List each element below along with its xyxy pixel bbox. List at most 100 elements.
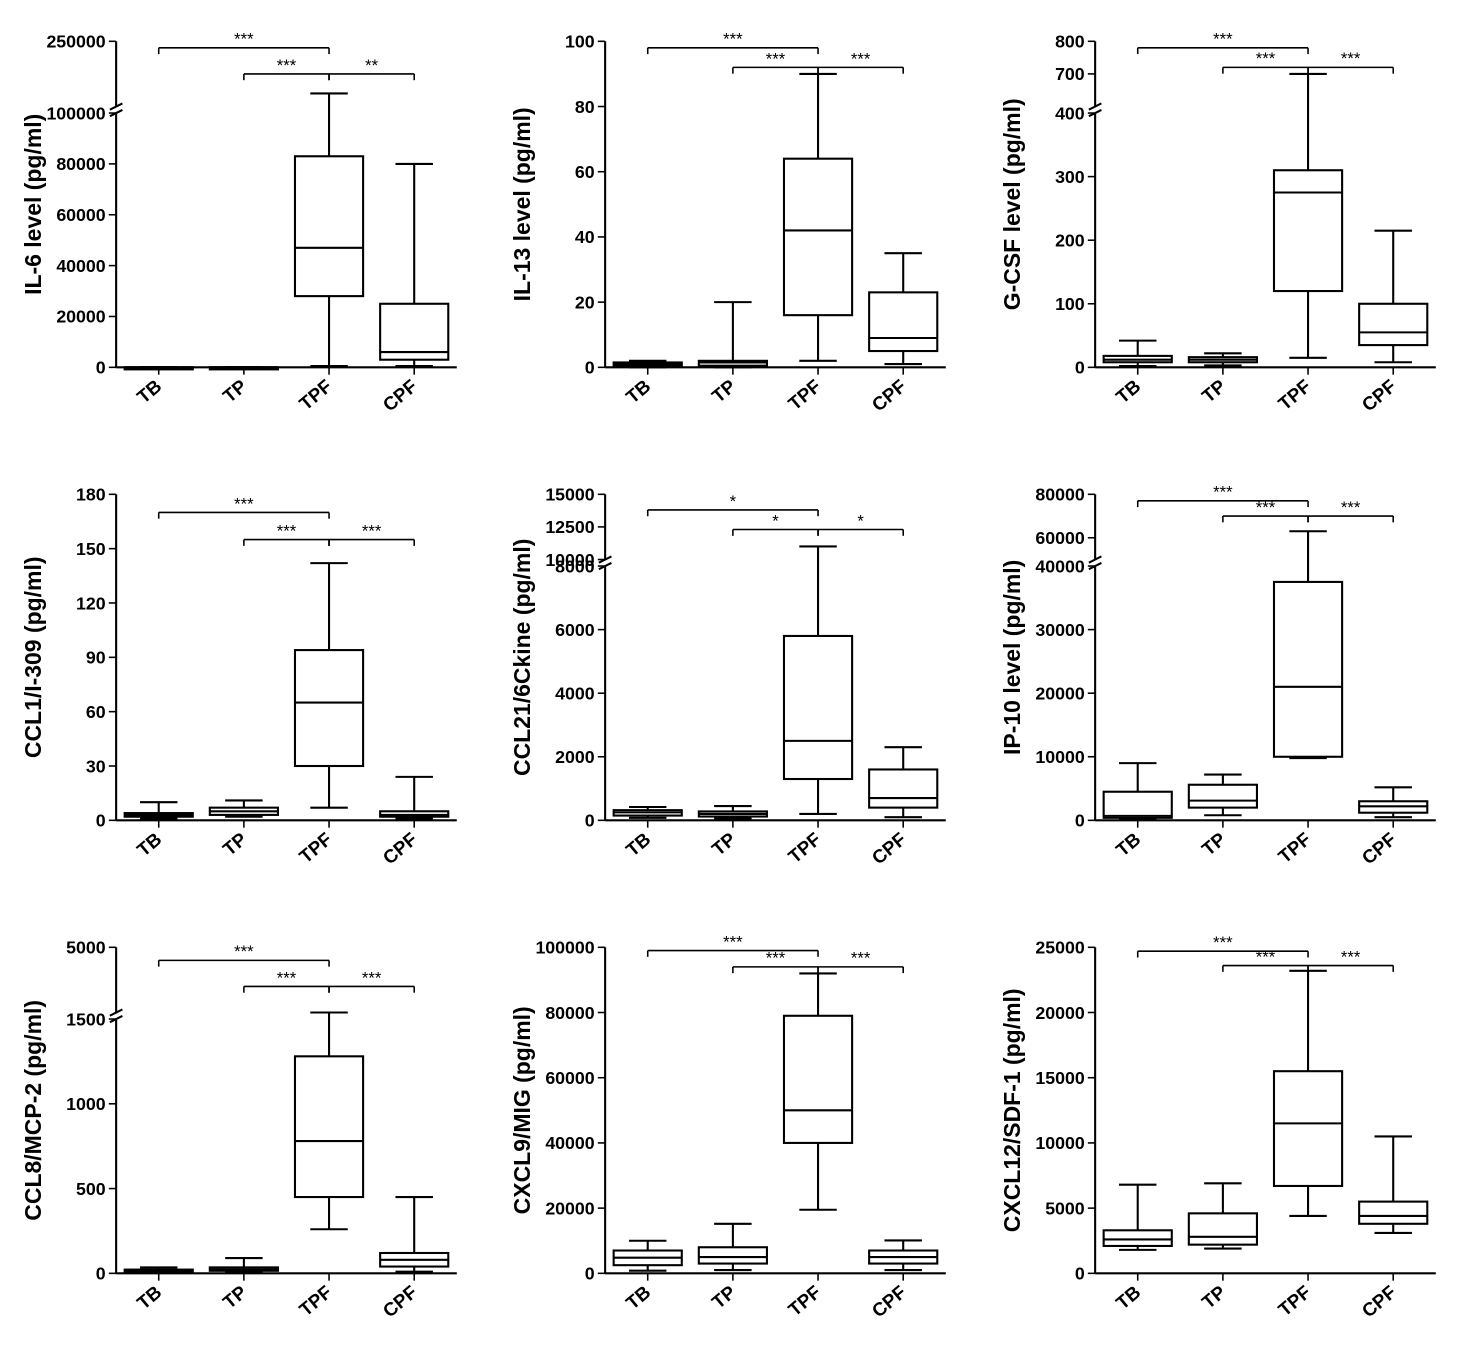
significance-bracket: *** (818, 49, 903, 73)
significance-label: *** (851, 49, 871, 68)
y-tick-label: 10000 (546, 550, 595, 570)
significance-bracket: *** (733, 49, 818, 73)
y-tick-label: 60 (575, 162, 595, 182)
y-tick-label: 4000 (556, 683, 596, 703)
y-tick-label: 40000 (56, 256, 105, 276)
significance-bracket: ** (329, 56, 414, 80)
x-tick-label: TB (622, 828, 655, 860)
y-tick-label: 150 (76, 539, 106, 559)
significance-label: *** (362, 521, 382, 540)
y-tick-label: 1000 (66, 1094, 106, 1114)
box (380, 1197, 448, 1272)
x-tick-label: TPF (1274, 375, 1315, 414)
y-tick-label: 12500 (546, 517, 595, 537)
panel: 0100002000030000400006000080000IP-10 lev… (999, 473, 1448, 896)
significance-label: *** (766, 949, 786, 968)
x-tick-label: TP (708, 1281, 740, 1313)
y-tick-label: 20 (575, 292, 595, 312)
panel-cxcl9: 020000400006000080000100000CXCL9/MIG (pg… (509, 926, 958, 1349)
panel: 0306090120150180CCL1/I-309 (pg/ml)TBTPTP… (20, 473, 469, 896)
y-tick-label: 100 (1055, 294, 1085, 314)
y-tick-label: 200 (1055, 230, 1085, 250)
box (784, 973, 852, 1209)
y-tick-label: 80000 (1035, 485, 1084, 505)
panel-cxcl12: 0500010000150002000025000CXCL12/SDF-1 (p… (999, 926, 1448, 1349)
box (1188, 775, 1256, 816)
significance-label: *** (234, 942, 254, 961)
significance-label: *** (1213, 483, 1233, 502)
significance-label: *** (1255, 947, 1275, 966)
x-tick-label: TB (622, 375, 655, 407)
x-tick-label: TPF (1274, 1281, 1315, 1320)
box (869, 253, 937, 364)
x-tick-label: CPF (1357, 375, 1399, 415)
x-tick-label: TP (1197, 375, 1229, 407)
y-tick-label: 100000 (46, 103, 105, 123)
box (125, 367, 193, 369)
significance-bracket: * (648, 492, 818, 516)
significance-bracket: *** (244, 56, 329, 80)
y-tick-label: 120 (76, 593, 106, 613)
y-tick-label: 250000 (46, 32, 105, 52)
x-tick-label: CPF (379, 375, 421, 415)
x-tick-label: TB (1111, 828, 1144, 860)
box (1188, 353, 1256, 365)
significance-label: * (773, 511, 780, 530)
x-tick-label: TB (133, 375, 166, 407)
box (1103, 763, 1171, 819)
x-tick-label: TB (622, 1281, 655, 1313)
x-tick-label: TP (219, 375, 251, 407)
box (1359, 1136, 1427, 1233)
x-tick-label: TP (708, 828, 740, 860)
y-tick-label: 30 (86, 756, 106, 776)
y-tick-label: 700 (1055, 64, 1085, 84)
y-tick-label: 10000 (1035, 1133, 1084, 1153)
box (295, 93, 363, 366)
x-tick-label: TPF (784, 375, 825, 414)
box (1103, 341, 1171, 366)
y-tick-label: 180 (76, 485, 106, 505)
box (699, 806, 767, 818)
x-tick-label: CPF (379, 1281, 421, 1321)
x-tick-label: TPF (1274, 828, 1315, 867)
y-tick-label: 60000 (546, 1068, 595, 1088)
y-tick-label: 40000 (546, 1133, 595, 1153)
y-tick-label: 90 (86, 648, 106, 668)
axes (1089, 494, 1436, 820)
y-tick-label: 25000 (1035, 938, 1084, 958)
significance-label: *** (766, 49, 786, 68)
axes (110, 947, 457, 1273)
y-tick-label: 2000 (556, 747, 596, 767)
x-tick-label: CPF (1357, 828, 1399, 868)
x-tick-label: TP (1197, 1281, 1229, 1313)
significance-bracket: *** (648, 932, 818, 956)
y-tick-label: 0 (96, 358, 106, 378)
significance-label: *** (277, 56, 297, 75)
panel-ccl1: 0306090120150180CCL1/I-309 (pg/ml)TBTPTP… (20, 473, 469, 896)
x-tick-label: CPF (1357, 1281, 1399, 1321)
panel: 020406080100IL-13 level (pg/ml)TBTPTPFCP… (509, 20, 958, 443)
box (1274, 74, 1342, 358)
y-tick-label: 20000 (1035, 1003, 1084, 1023)
box (869, 747, 937, 817)
y-axis-title: CCL1/I-309 (pg/ml) (20, 556, 46, 758)
axes (605, 947, 946, 1273)
y-tick-label: 30000 (1035, 620, 1084, 640)
x-tick-label: TP (219, 828, 251, 860)
y-axis-title: CXCL12/SDF-1 (pg/ml) (999, 988, 1025, 1232)
y-tick-label: 100 (565, 32, 595, 52)
y-tick-label: 1500 (66, 1009, 106, 1029)
y-tick-label: 0 (585, 358, 595, 378)
x-tick-label: TP (219, 1281, 251, 1313)
significance-label: *** (1341, 49, 1361, 68)
box (295, 563, 363, 808)
significance-label: ** (365, 56, 379, 75)
y-tick-label: 0 (1074, 358, 1084, 378)
y-tick-label: 0 (585, 1264, 595, 1284)
box (380, 164, 448, 366)
y-tick-label: 5000 (1045, 1198, 1085, 1218)
box (125, 802, 193, 818)
y-tick-label: 40000 (1035, 556, 1084, 576)
y-axis-title: IL-6 level (pg/ml) (20, 114, 46, 295)
y-tick-label: 60000 (1035, 528, 1084, 548)
